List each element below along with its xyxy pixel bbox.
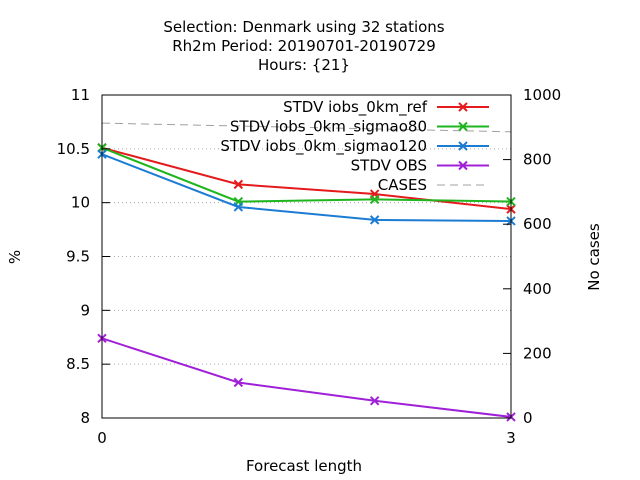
x-tick-label: 3 <box>506 429 516 447</box>
series-layer <box>97 122 516 422</box>
y-tick-label: 11 <box>71 86 90 104</box>
legend-label: CASES <box>378 176 427 194</box>
y2-axis-label: No cases <box>585 223 603 291</box>
legend-label: STDV iobs_0km_ref <box>283 98 428 117</box>
series-line-1 <box>101 146 512 203</box>
y-tick-label: 10 <box>71 194 90 212</box>
title-line-1: Selection: Denmark using 32 stations <box>163 18 444 36</box>
data-point-3-2 <box>369 396 380 406</box>
y-axis-label: % <box>6 250 24 264</box>
legend-marker-3 <box>458 160 468 171</box>
y2-tick-label: 1000 <box>523 86 561 104</box>
y2-tick-label: 0 <box>523 409 533 427</box>
chart-title: Selection: Denmark using 32 stations Rh2… <box>163 18 444 74</box>
y-tick-label: 9 <box>80 301 90 319</box>
series-line-0 <box>101 146 512 211</box>
y2-tick-label: 600 <box>523 215 552 233</box>
title-line-3: Hours: {21} <box>258 56 350 74</box>
legend-marker-1 <box>458 121 468 132</box>
title-line-2: Rh2m Period: 20190701-20190729 <box>172 37 436 55</box>
series-line-4 <box>101 122 512 133</box>
data-point-2-2 <box>369 215 380 225</box>
legend-label: STDV iobs_0km_sigmao80 <box>230 118 427 137</box>
y-tick-label: 8.5 <box>66 355 90 373</box>
grid <box>102 148 511 365</box>
x-tick-label: 0 <box>97 429 107 447</box>
data-point-0-1 <box>233 179 244 190</box>
y2-tick-label: 800 <box>523 151 552 169</box>
y-tick-label: 9.5 <box>66 248 90 266</box>
data-point-2-1 <box>233 202 244 212</box>
legend-marker-0 <box>458 102 468 112</box>
x-axis-label: Forecast length <box>246 457 362 475</box>
y2-tick-label: 200 <box>523 344 552 362</box>
data-point-1-2 <box>369 194 380 205</box>
y-tick-label: 8 <box>80 409 90 427</box>
series-line-3 <box>101 337 512 418</box>
legend-label: STDV OBS <box>351 157 427 175</box>
y-tick-label: 10.5 <box>57 140 90 158</box>
y2-tick-label: 400 <box>523 280 552 298</box>
data-point-3-1 <box>233 377 244 388</box>
legend-marker-2 <box>458 141 468 151</box>
legend-label: STDV iobs_0km_sigmao120 <box>220 137 427 156</box>
series-line-2 <box>101 153 512 222</box>
